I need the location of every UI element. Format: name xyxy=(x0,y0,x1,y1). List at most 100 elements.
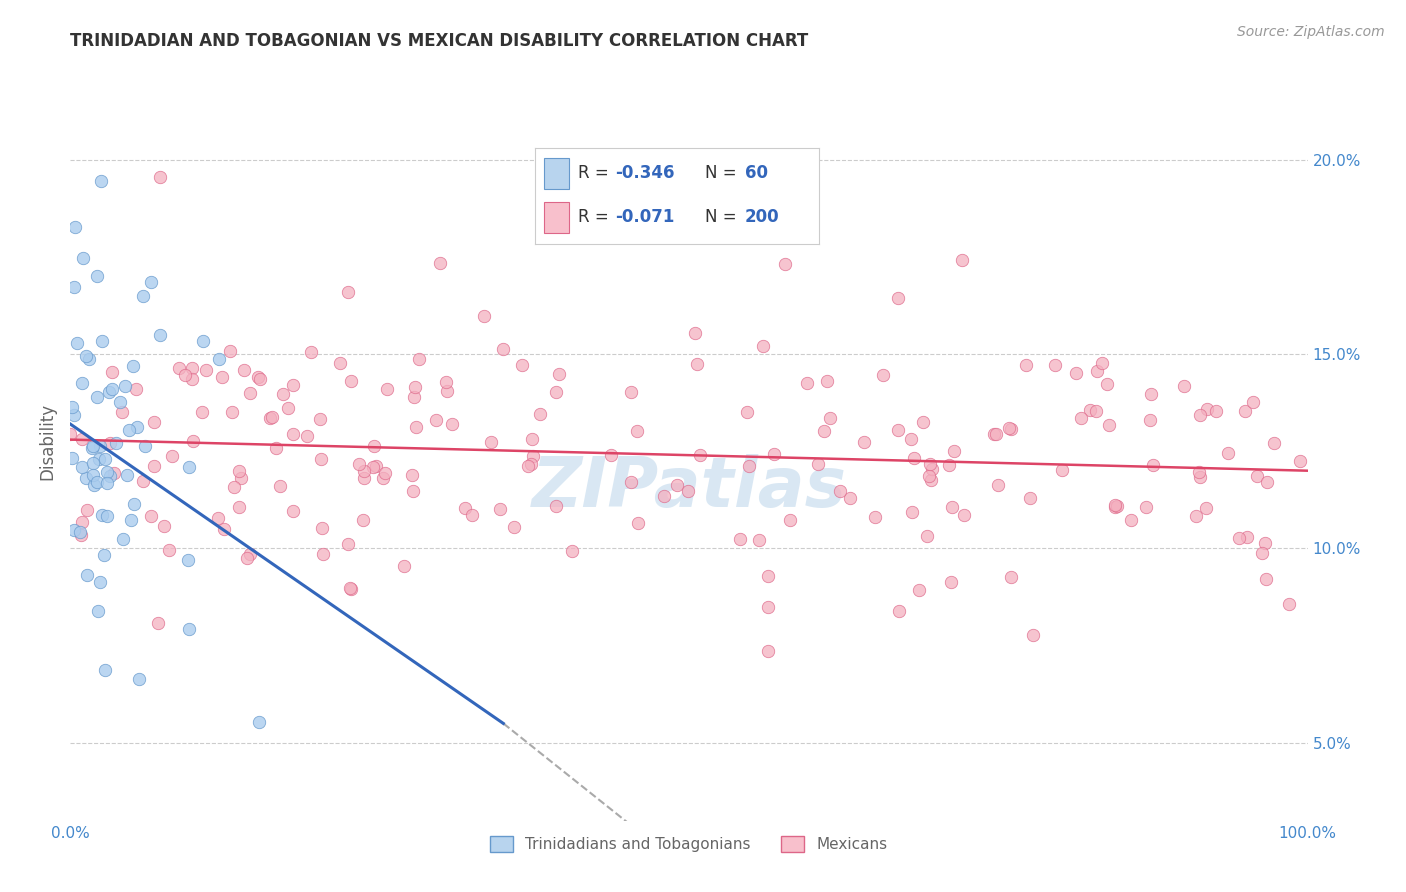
Point xyxy=(1229,531,1251,545)
Point xyxy=(77,351,100,366)
Point xyxy=(887,291,910,305)
Point xyxy=(815,374,838,388)
Point xyxy=(127,419,149,434)
Point xyxy=(218,343,240,358)
Point xyxy=(91,508,114,523)
Point xyxy=(544,384,567,399)
Point xyxy=(86,268,108,283)
Point xyxy=(176,553,198,567)
Point xyxy=(730,533,752,547)
Point xyxy=(70,376,93,391)
Point xyxy=(502,520,524,534)
Point xyxy=(63,219,86,234)
Point xyxy=(308,411,330,425)
Point xyxy=(122,359,145,373)
Point xyxy=(139,509,162,524)
Point xyxy=(408,351,430,366)
Legend: Trinidadians and Tobagonians, Mexicans: Trinidadians and Tobagonians, Mexicans xyxy=(484,830,894,858)
Text: N =: N = xyxy=(706,209,742,227)
Point xyxy=(299,345,322,359)
Point xyxy=(179,622,201,636)
Point xyxy=(112,533,135,547)
Point xyxy=(233,363,256,377)
Point xyxy=(98,435,121,450)
Point xyxy=(90,174,112,188)
Point xyxy=(134,439,156,453)
Point xyxy=(93,663,115,677)
Point xyxy=(83,478,105,492)
Point xyxy=(775,257,797,271)
Point xyxy=(363,439,385,453)
Point xyxy=(212,522,235,536)
Point xyxy=(1205,403,1227,417)
Point xyxy=(908,583,931,598)
Point xyxy=(1135,500,1157,515)
Point xyxy=(752,339,775,353)
Point xyxy=(157,543,180,558)
Point xyxy=(737,459,759,474)
Point xyxy=(115,467,138,482)
Point xyxy=(63,280,86,294)
Point xyxy=(228,500,250,514)
Point xyxy=(229,471,252,485)
Point xyxy=(72,251,94,265)
Point xyxy=(353,471,375,485)
Point xyxy=(108,394,131,409)
Point xyxy=(93,548,115,562)
Point xyxy=(1000,422,1022,436)
Point xyxy=(838,491,860,505)
Point xyxy=(983,427,1005,442)
Point xyxy=(756,644,779,658)
Point xyxy=(1050,463,1073,477)
Point xyxy=(828,484,851,499)
Point xyxy=(520,432,543,446)
Point xyxy=(950,253,973,268)
Point xyxy=(402,390,425,404)
Point xyxy=(139,275,162,289)
Point xyxy=(813,424,835,438)
Point xyxy=(181,434,204,449)
Point xyxy=(627,516,650,531)
Point xyxy=(101,365,124,379)
Point xyxy=(918,469,941,483)
Point xyxy=(86,390,108,404)
Point xyxy=(194,363,217,377)
Point xyxy=(211,369,233,384)
Point xyxy=(339,582,361,596)
Point xyxy=(872,368,894,382)
Point xyxy=(402,484,425,499)
Point xyxy=(59,426,82,441)
Point xyxy=(689,448,711,462)
Text: Source: ZipAtlas.com: Source: ZipAtlas.com xyxy=(1237,25,1385,39)
Point xyxy=(620,385,643,400)
Text: -0.346: -0.346 xyxy=(614,164,673,182)
Point xyxy=(132,289,155,303)
Point xyxy=(863,509,886,524)
Point xyxy=(1188,465,1211,479)
Point xyxy=(1139,413,1161,427)
Point xyxy=(96,476,118,491)
Point xyxy=(96,465,118,479)
Point xyxy=(86,475,108,490)
Point xyxy=(224,480,246,494)
Point xyxy=(440,417,463,431)
Point xyxy=(148,615,170,630)
Point xyxy=(149,170,172,185)
Point xyxy=(143,415,166,429)
Point xyxy=(76,568,98,582)
Point xyxy=(1256,475,1278,489)
Point xyxy=(522,449,544,463)
Point xyxy=(87,452,110,467)
Point xyxy=(796,376,818,391)
Point xyxy=(118,423,141,437)
Point xyxy=(756,569,779,583)
Point xyxy=(269,479,291,493)
Point xyxy=(114,378,136,392)
Point xyxy=(1021,628,1043,642)
Point xyxy=(911,415,934,429)
Point xyxy=(763,447,786,461)
Point xyxy=(352,513,374,527)
Point xyxy=(401,468,423,483)
Point xyxy=(1018,491,1040,505)
Point xyxy=(436,384,458,399)
